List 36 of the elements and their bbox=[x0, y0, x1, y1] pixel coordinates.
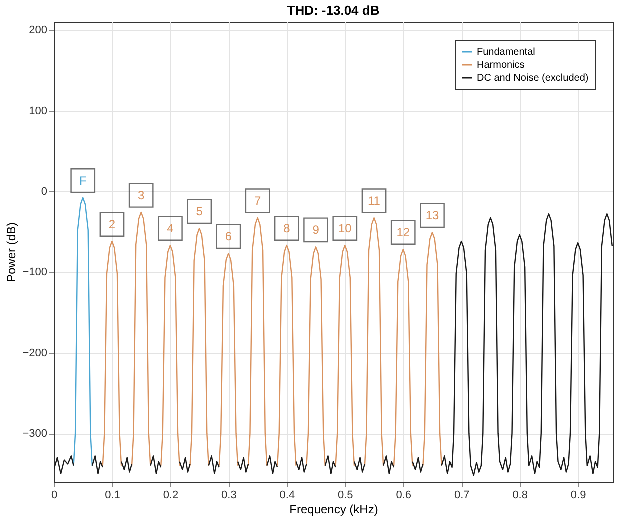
annotation: 8 bbox=[284, 222, 291, 236]
x-tick-label: 0.9 bbox=[570, 490, 586, 502]
annotation: 3 bbox=[138, 188, 145, 202]
y-tick-label: 100 bbox=[29, 105, 48, 118]
annotation: 10 bbox=[338, 222, 352, 236]
chart-title: THD: -13.04 dB bbox=[287, 3, 380, 18]
annotation: 6 bbox=[225, 230, 232, 244]
annotation: 12 bbox=[396, 226, 410, 240]
legend-label: DC and Noise (excluded) bbox=[477, 73, 589, 84]
x-tick-label: 0.2 bbox=[163, 490, 179, 502]
x-tick-label: 0.6 bbox=[396, 490, 412, 502]
x-tick-label: 0.1 bbox=[105, 490, 120, 502]
x-tick-label: 0.7 bbox=[454, 490, 470, 502]
annotation: 2 bbox=[108, 218, 116, 232]
y-tick-label: −200 bbox=[22, 347, 48, 360]
annotation: 4 bbox=[167, 222, 174, 236]
y-axis-title: Power (dB) bbox=[4, 222, 19, 283]
x-tick-label: 0.8 bbox=[512, 490, 528, 502]
line-series bbox=[73, 197, 94, 466]
annotation: F bbox=[79, 174, 87, 188]
x-tick-label: 0.3 bbox=[222, 490, 237, 502]
legend-label: Harmonics bbox=[477, 60, 525, 71]
annotation: 13 bbox=[426, 208, 440, 223]
annotation: 5 bbox=[196, 204, 204, 219]
y-tick-label: −300 bbox=[22, 428, 48, 440]
x-tick-label: 0.5 bbox=[338, 490, 354, 502]
annotation: 7 bbox=[254, 194, 262, 208]
y-tick-label: 0 bbox=[41, 186, 48, 198]
annotation: 11 bbox=[368, 194, 381, 208]
annotation: 9 bbox=[312, 223, 320, 238]
legend-label: Fundamental bbox=[477, 47, 536, 58]
x-axis-title: Frequency (kHz) bbox=[290, 502, 378, 516]
x-tick-label: 0.4 bbox=[280, 490, 296, 502]
x-tick-label: 0 bbox=[51, 490, 58, 502]
y-tick-label: 200 bbox=[29, 24, 48, 37]
y-tick-label: −100 bbox=[22, 266, 48, 279]
